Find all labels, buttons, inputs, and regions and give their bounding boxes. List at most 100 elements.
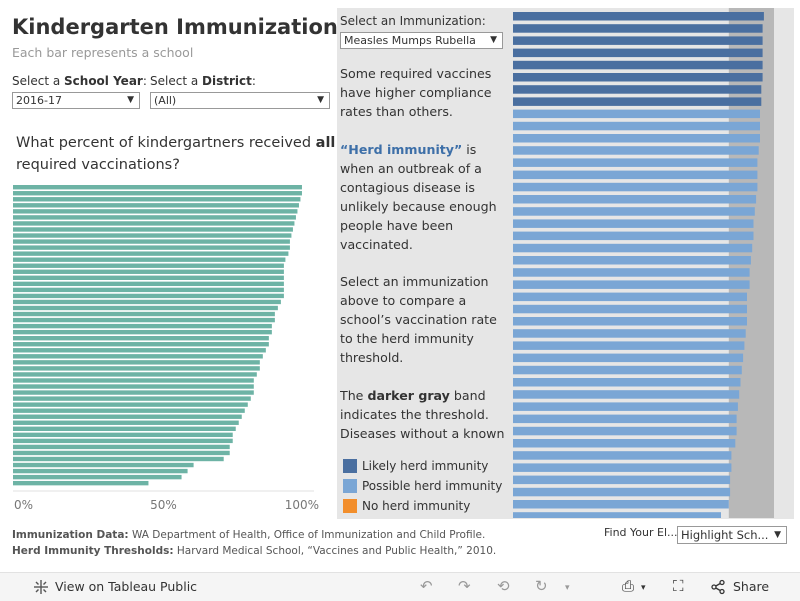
school-bar[interactable] [13, 342, 269, 347]
school-bar[interactable] [13, 360, 260, 365]
school-bar[interactable] [13, 275, 284, 280]
school-bar[interactable] [13, 372, 257, 377]
school-bar[interactable] [13, 281, 284, 287]
school-bar[interactable] [13, 323, 272, 329]
school-bar[interactable] [13, 287, 284, 293]
school-bar-possible-herd-immunity[interactable] [513, 512, 721, 518]
refresh-menu-chevron-icon[interactable]: ▾ [565, 583, 570, 593]
school-bar-possible-herd-immunity[interactable] [513, 195, 757, 204]
school-bar-possible-herd-immunity[interactable] [513, 121, 760, 131]
school-bar-likely-herd-immunity[interactable] [513, 73, 763, 82]
refresh-icon[interactable]: ↻ [535, 577, 548, 595]
school-bar-possible-herd-immunity[interactable] [513, 268, 750, 277]
school-bar[interactable] [13, 402, 248, 407]
school-bar[interactable] [13, 420, 239, 425]
school-bar[interactable] [13, 227, 293, 232]
share-button[interactable]: Share [710, 578, 780, 596]
school-bar[interactable] [13, 191, 302, 196]
school-bar[interactable] [13, 329, 272, 335]
school-bar-likely-herd-immunity[interactable] [513, 97, 762, 106]
school-bar[interactable] [13, 197, 301, 202]
school-bar[interactable] [13, 336, 269, 341]
school-bar[interactable] [13, 251, 289, 256]
district-dropdown[interactable]: (All) ▼ [150, 92, 330, 109]
school-bar-possible-herd-immunity[interactable] [513, 280, 750, 289]
download-icon[interactable]: ⎙ [622, 577, 635, 595]
fullscreen-icon[interactable]: ⛶ [673, 577, 684, 595]
school-bar[interactable] [13, 378, 254, 383]
school-bar[interactable] [13, 185, 302, 190]
immunization-dropdown[interactable]: Measles Mumps Rubella ▼ [340, 32, 503, 49]
school-bar[interactable] [13, 366, 260, 371]
school-bar[interactable] [13, 408, 245, 413]
school-bar-possible-herd-immunity[interactable] [513, 390, 740, 399]
school-bar[interactable] [13, 245, 290, 250]
school-bar[interactable] [13, 474, 182, 480]
school-bar-possible-herd-immunity[interactable] [513, 414, 737, 424]
school-bar[interactable] [13, 414, 242, 419]
school-bar[interactable] [13, 209, 298, 214]
school-bar-possible-herd-immunity[interactable] [513, 439, 736, 448]
school-bar-likely-herd-immunity[interactable] [513, 60, 763, 70]
school-bar-likely-herd-immunity[interactable] [513, 12, 764, 21]
school-bar[interactable] [13, 396, 251, 401]
school-bar-likely-herd-immunity[interactable] [513, 36, 763, 45]
school-bar-possible-herd-immunity[interactable] [513, 182, 758, 192]
school-year-dropdown[interactable]: 2016-17 ▼ [12, 92, 140, 109]
school-bar-possible-herd-immunity[interactable] [513, 378, 741, 387]
school-bar[interactable] [13, 438, 233, 444]
school-bar[interactable] [13, 384, 254, 389]
school-bar[interactable] [13, 480, 149, 486]
school-bar-possible-herd-immunity[interactable] [513, 146, 759, 155]
school-bar-possible-herd-immunity[interactable] [513, 243, 753, 253]
school-bar[interactable] [13, 426, 236, 431]
school-bar-possible-herd-immunity[interactable] [513, 207, 755, 216]
revert-icon[interactable]: ⟲ [497, 577, 510, 595]
school-bar[interactable] [13, 348, 266, 353]
school-bar-possible-herd-immunity[interactable] [513, 500, 729, 509]
school-bar-possible-herd-immunity[interactable] [513, 365, 742, 375]
school-bar-likely-herd-immunity[interactable] [513, 85, 762, 94]
school-bar-possible-herd-immunity[interactable] [513, 292, 747, 302]
school-bar[interactable] [13, 456, 224, 462]
school-bar[interactable] [13, 221, 295, 226]
school-bar-possible-herd-immunity[interactable] [513, 134, 760, 143]
school-bar-possible-herd-immunity[interactable] [513, 475, 731, 485]
school-bar[interactable] [13, 269, 284, 274]
highlight-school-input[interactable]: Highlight Sch... ▼ [677, 526, 787, 544]
school-bar-possible-herd-immunity[interactable] [513, 451, 732, 460]
school-bar[interactable] [13, 468, 188, 474]
school-bar-possible-herd-immunity[interactable] [513, 402, 738, 411]
school-bar[interactable] [13, 263, 284, 268]
school-bar[interactable] [13, 450, 230, 456]
school-bar-possible-herd-immunity[interactable] [513, 109, 760, 119]
school-bar[interactable] [13, 257, 286, 262]
school-bar-likely-herd-immunity[interactable] [513, 24, 763, 33]
school-bar[interactable] [13, 317, 275, 323]
school-bar-possible-herd-immunity[interactable] [513, 463, 732, 472]
school-bar[interactable] [13, 233, 292, 238]
school-bar[interactable] [13, 462, 194, 468]
school-bar-possible-herd-immunity[interactable] [513, 353, 744, 363]
undo-icon[interactable]: ↶ [420, 577, 433, 595]
school-bar-likely-herd-immunity[interactable] [513, 48, 763, 58]
school-bar[interactable] [13, 354, 263, 359]
school-bar-possible-herd-immunity[interactable] [513, 304, 747, 314]
redo-icon[interactable]: ↷ [458, 577, 471, 595]
school-bar-possible-herd-immunity[interactable] [513, 219, 754, 228]
school-bar-possible-herd-immunity[interactable] [513, 170, 758, 180]
school-bar[interactable] [13, 299, 281, 305]
school-bar-possible-herd-immunity[interactable] [513, 158, 758, 167]
school-bar[interactable] [13, 239, 290, 244]
school-bar[interactable] [13, 444, 230, 450]
school-bar-possible-herd-immunity[interactable] [513, 256, 751, 265]
school-bar-possible-herd-immunity[interactable] [513, 487, 731, 497]
school-bar[interactable] [13, 293, 284, 299]
school-bar-possible-herd-immunity[interactable] [513, 341, 745, 350]
school-bar[interactable] [13, 311, 275, 317]
school-bar-possible-herd-immunity[interactable] [513, 317, 747, 326]
school-bar[interactable] [13, 390, 254, 395]
school-bar[interactable] [13, 203, 299, 208]
view-on-tableau-button[interactable]: View on Tableau Public [33, 578, 233, 596]
school-bar[interactable] [13, 432, 233, 438]
